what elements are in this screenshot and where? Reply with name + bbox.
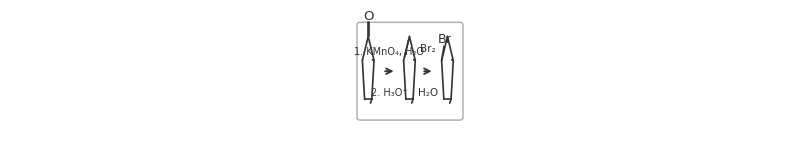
Text: O: O xyxy=(363,10,374,23)
Text: 1. KMnO₄, H₂O: 1. KMnO₄, H₂O xyxy=(354,47,424,57)
Text: Br: Br xyxy=(438,33,451,46)
Text: 2. H₃O⁺: 2. H₃O⁺ xyxy=(371,88,408,98)
Text: Br₂: Br₂ xyxy=(420,45,436,54)
Text: H₂O: H₂O xyxy=(418,88,438,98)
FancyBboxPatch shape xyxy=(357,22,463,120)
